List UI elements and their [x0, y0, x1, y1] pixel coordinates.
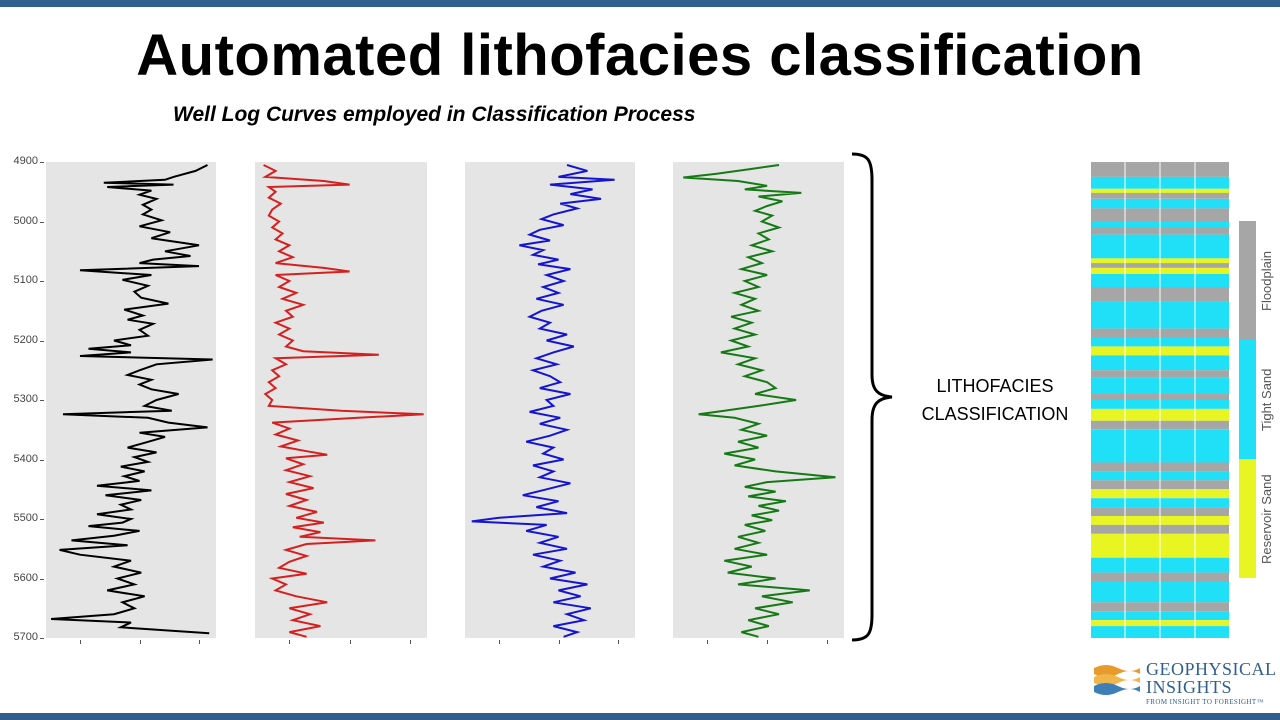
depth-tick-mark	[40, 519, 44, 520]
x-tick-mark	[139, 640, 141, 644]
x-tick-mark	[767, 640, 769, 644]
legend-swatch-floodplain	[1239, 221, 1256, 340]
log-curve-3	[471, 164, 615, 638]
depth-tick-label: 5400	[13, 452, 38, 465]
x-tick-mark	[199, 640, 200, 644]
depth-tick-mark	[40, 162, 44, 163]
depth-tick-mark	[40, 578, 44, 580]
x-tick-mark	[349, 640, 351, 644]
company-logo: GEOPHYSICAL INSIGHTS FROM INSIGHT TO FOR…	[1092, 660, 1277, 710]
lithofacies-label-line1: LITHOFACIES	[936, 376, 1054, 396]
log-curve-2	[261, 164, 424, 638]
slide-title: Automated lithofacies classification	[136, 23, 1144, 88]
log-curve-3-svg	[471, 164, 615, 638]
legend-swatch-reservoir-sand	[1239, 459, 1256, 578]
x-tick-mark	[826, 640, 828, 644]
logo-tagline: FROM INSIGHT TO FORESIGHT™	[1146, 698, 1264, 706]
log-curve-2-svg	[261, 164, 424, 638]
depth-tick-label: 5600	[13, 571, 38, 584]
top-accent-bar	[0, 0, 1280, 7]
x-tick-mark	[289, 640, 291, 644]
lithofacies-label-line2: CLASSIFICATION	[921, 404, 1069, 424]
facies-column-svg	[1091, 162, 1229, 638]
x-tick-mark	[409, 640, 411, 644]
depth-tick-mark	[40, 400, 44, 401]
wave-logo-icon	[1094, 665, 1140, 695]
depth-tick-label: 4900	[13, 155, 38, 167]
depth-tick-label: 5300	[13, 393, 38, 405]
depth-tick-mark	[40, 638, 44, 639]
depth-tick-mark	[40, 459, 44, 461]
depth-tick-mark	[40, 221, 44, 223]
logo-name-line2: INSIGHTS	[1146, 677, 1233, 697]
x-tick-mark	[499, 640, 500, 644]
log-curve-4-svg	[683, 164, 836, 638]
logo-name-line1: GEOPHYSICAL	[1146, 659, 1277, 679]
depth-tick-label: 5100	[13, 274, 38, 286]
x-tick-mark	[558, 640, 560, 644]
legend-label: Floodplain	[1259, 250, 1274, 311]
facies-column	[1091, 162, 1229, 638]
log-panel-3	[465, 162, 635, 638]
depth-tick-label: 5500	[13, 512, 38, 524]
depth-tick-label: 5000	[13, 214, 38, 227]
x-tick-mark	[80, 640, 81, 644]
legend-label: Reservoir Sand	[1259, 473, 1274, 564]
lithofacies-classification-label: LITHOFACIES CLASSIFICATION	[906, 372, 1084, 428]
log-panel-1	[46, 162, 216, 638]
curly-brace	[851, 152, 893, 642]
legend-swatch-tight-sand	[1239, 340, 1256, 459]
x-tick-mark	[707, 640, 709, 644]
log-panel-4	[673, 162, 844, 638]
logo-name: GEOPHYSICAL INSIGHTS	[1146, 660, 1277, 696]
depth-tick-label: 5200	[13, 333, 38, 346]
log-curve-1	[51, 164, 213, 635]
depth-tick-label: 5700	[13, 631, 38, 643]
bottom-accent-bar	[0, 713, 1280, 720]
x-tick-mark	[618, 640, 619, 644]
depth-tick-mark	[40, 281, 44, 282]
log-curve-4	[683, 164, 836, 638]
legend-label: Tight Sand	[1259, 368, 1274, 431]
depth-tick-mark	[40, 340, 44, 342]
log-curve-1-svg	[51, 164, 213, 635]
slide-subtitle: Well Log Curves employed in Classificati…	[173, 103, 696, 126]
log-panel-2	[255, 162, 427, 638]
